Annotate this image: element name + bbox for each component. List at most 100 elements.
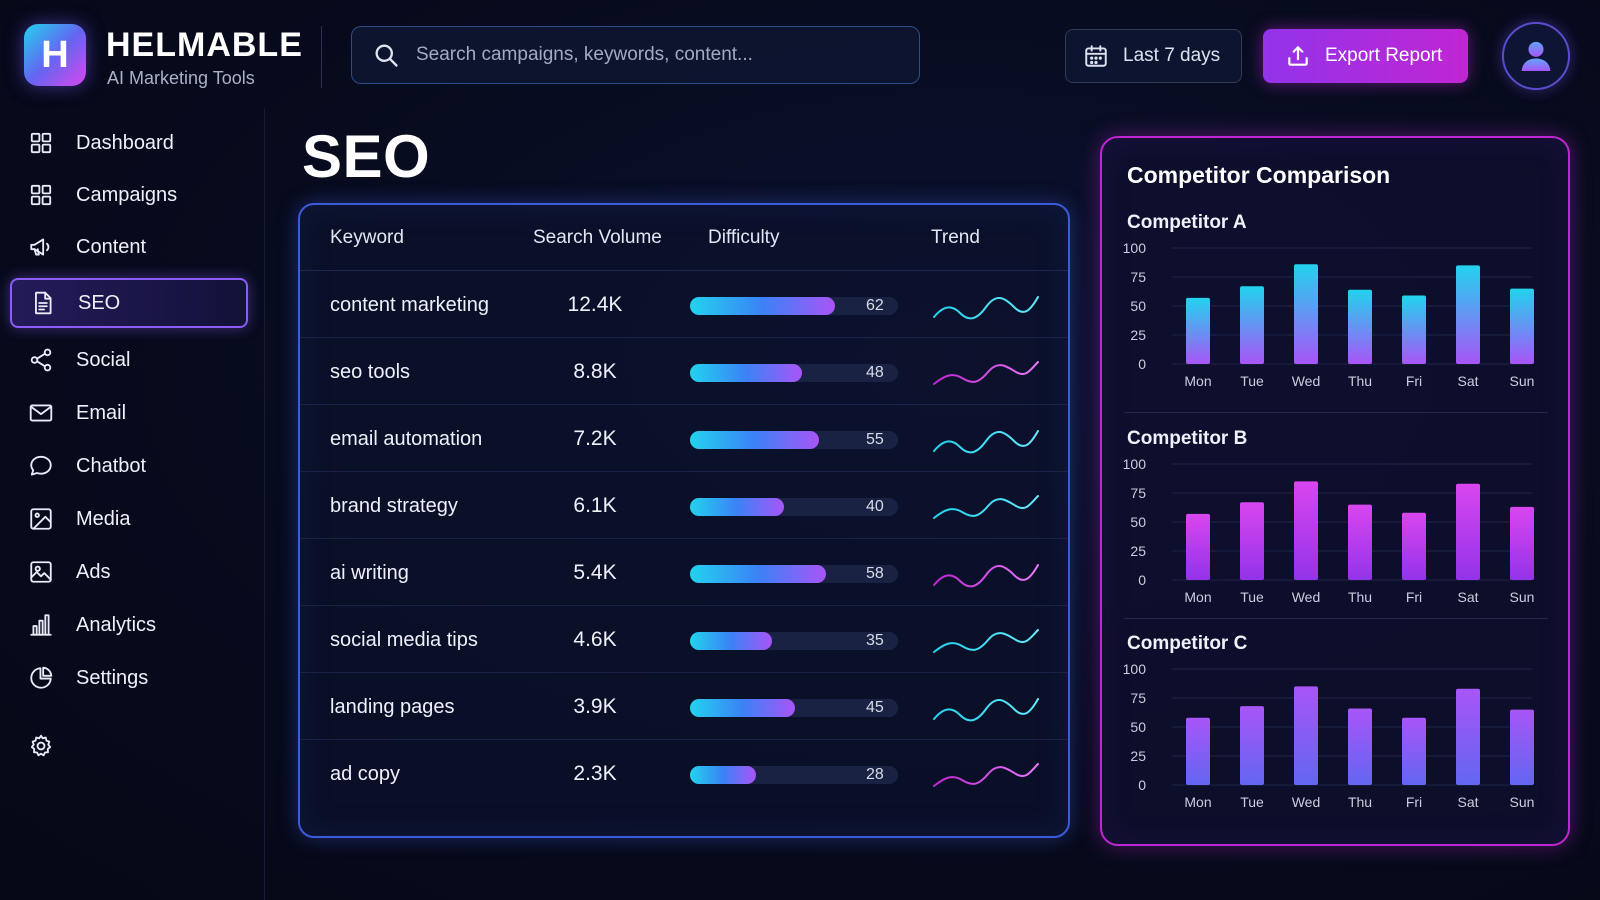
y-tick-label: 25	[1130, 327, 1146, 343]
megaphone-icon	[30, 238, 50, 256]
sidebar-item-chatbot[interactable]: Chatbot	[10, 441, 248, 491]
chart-title: Competitor C	[1127, 633, 1248, 654]
x-tick-label: Mon	[1184, 373, 1211, 389]
bar-wed[interactable]	[1294, 264, 1318, 364]
x-tick-label: Thu	[1348, 589, 1372, 605]
bar-fri[interactable]	[1402, 717, 1426, 785]
bar-thu[interactable]	[1348, 708, 1372, 785]
difficulty-value: 35	[866, 632, 884, 649]
user-avatar[interactable]	[1502, 22, 1570, 90]
search-volume-cell: 7.2K	[573, 427, 617, 450]
x-tick-label: Sun	[1510, 794, 1535, 810]
y-tick-label: 100	[1123, 661, 1147, 677]
keyword-table: Keyword Search Volume Difficulty Trend c…	[298, 203, 1070, 838]
sidebar-item-social[interactable]: Social	[10, 335, 248, 385]
search-input[interactable]	[416, 44, 886, 66]
header-divider	[321, 26, 322, 88]
x-tick-label: Wed	[1292, 373, 1321, 389]
column-header-search-volume[interactable]: Search Volume	[533, 227, 662, 248]
table-row[interactable]: landing pages 3.9K 45	[300, 673, 1068, 740]
upload-icon	[1288, 46, 1308, 66]
bar-tue[interactable]	[1240, 706, 1264, 785]
table-row[interactable]: ai writing 5.4K 58	[300, 539, 1068, 606]
table-row[interactable]: content marketing 12.4K 62	[300, 271, 1068, 338]
difficulty-bar-fill	[690, 632, 772, 650]
bar-mon[interactable]	[1186, 513, 1210, 580]
difficulty-bar	[690, 565, 898, 583]
export-report-label: Export Report	[1325, 45, 1443, 66]
x-tick-label: Sat	[1457, 373, 1478, 389]
x-tick-label: Fri	[1406, 794, 1422, 810]
bar-chart: 0 25 50 75 100 Mon Tue Wed Thu Fri Sat Sun	[1123, 240, 1535, 389]
bar-sun[interactable]	[1510, 709, 1534, 785]
y-tick-label: 25	[1130, 748, 1146, 764]
bar-fri[interactable]	[1402, 295, 1426, 364]
sidebar-item-seo[interactable]: SEO	[10, 278, 248, 328]
table-row[interactable]: seo tools 8.8K 48	[300, 338, 1068, 405]
trend-sparkline	[933, 495, 1039, 519]
y-tick-label: 50	[1130, 719, 1146, 735]
bar-sun[interactable]	[1510, 288, 1534, 364]
column-header-keyword[interactable]: Keyword	[330, 227, 404, 248]
sidebar-item-label: Chatbot	[76, 454, 147, 477]
column-header-trend[interactable]: Trend	[931, 227, 980, 248]
sidebar-item-label: Email	[76, 401, 127, 424]
image-icon	[30, 561, 52, 583]
sidebar-item-content[interactable]: Content	[10, 222, 248, 272]
trend-sparkline	[933, 430, 1039, 454]
bar-sat[interactable]	[1456, 265, 1480, 364]
media-icon	[30, 508, 52, 530]
sidebar-item-media[interactable]: Media	[10, 494, 248, 544]
brand-name: HELMABLE	[106, 26, 303, 64]
table-header: Keyword Search Volume Difficulty Trend	[300, 205, 1068, 271]
bar-sat[interactable]	[1456, 483, 1480, 580]
date-range-label: Last 7 days	[1123, 45, 1221, 66]
bar-thu[interactable]	[1348, 289, 1372, 364]
x-tick-label: Tue	[1240, 794, 1264, 810]
y-tick-label: 75	[1130, 690, 1146, 706]
bar-tue[interactable]	[1240, 502, 1264, 580]
competitor-comparison-panel: Competitor Comparison Competitor A 0 25 50 7…	[1100, 136, 1570, 846]
difficulty-bar	[690, 632, 898, 650]
gear-icon[interactable]	[28, 733, 54, 759]
x-tick-label: Wed	[1292, 589, 1321, 605]
sidebar-item-email[interactable]: Email	[10, 388, 248, 438]
share-icon	[30, 348, 52, 372]
keyword-cell: ad copy	[330, 763, 401, 785]
keyword-cell: seo tools	[330, 361, 411, 383]
bar-mon[interactable]	[1186, 717, 1210, 785]
trend-sparkline	[933, 698, 1039, 722]
sidebar-item-analytics[interactable]: Analytics	[10, 600, 248, 650]
column-header-difficulty[interactable]: Difficulty	[708, 227, 780, 248]
table-row[interactable]: email automation 7.2K 55	[300, 405, 1068, 472]
sidebar-item-dashboard[interactable]: Dashboard	[10, 118, 248, 168]
table-row[interactable]: brand strategy 6.1K 40	[300, 472, 1068, 539]
y-tick-label: 50	[1130, 514, 1146, 530]
bar-thu[interactable]	[1348, 504, 1372, 580]
export-report-button[interactable]: Export Report	[1263, 29, 1468, 83]
date-range-button[interactable]: Last 7 days	[1065, 29, 1242, 83]
bar-wed[interactable]	[1294, 686, 1318, 785]
bar-sat[interactable]	[1456, 688, 1480, 785]
trend-sparkline	[933, 763, 1039, 787]
table-row[interactable]: ad copy 2.3K 28	[300, 740, 1068, 807]
bar-tue[interactable]	[1240, 286, 1264, 364]
sidebar-item-campaigns[interactable]: Campaigns	[10, 170, 248, 220]
sidebar-item-settings[interactable]: Settings	[10, 653, 248, 703]
table-row[interactable]: social media tips 4.6K 35	[300, 606, 1068, 673]
search-bar[interactable]	[351, 26, 920, 84]
difficulty-bar	[690, 364, 898, 382]
bar-sun[interactable]	[1510, 506, 1534, 580]
logo: H	[24, 24, 86, 86]
bar-mon[interactable]	[1186, 297, 1210, 364]
keyword-cell: brand strategy	[330, 495, 458, 517]
grid-icon	[30, 184, 52, 206]
sidebar-item-ads[interactable]: Ads	[10, 547, 248, 597]
bar-wed[interactable]	[1294, 481, 1318, 580]
bar-chart: 0 25 50 75 100 Mon Tue Wed Thu Fri Sat Sun	[1123, 661, 1535, 810]
x-tick-label: Mon	[1184, 589, 1211, 605]
x-tick-label: Tue	[1240, 589, 1264, 605]
chart-separator	[1124, 412, 1548, 413]
difficulty-value: 40	[866, 498, 884, 515]
bar-fri[interactable]	[1402, 512, 1426, 580]
